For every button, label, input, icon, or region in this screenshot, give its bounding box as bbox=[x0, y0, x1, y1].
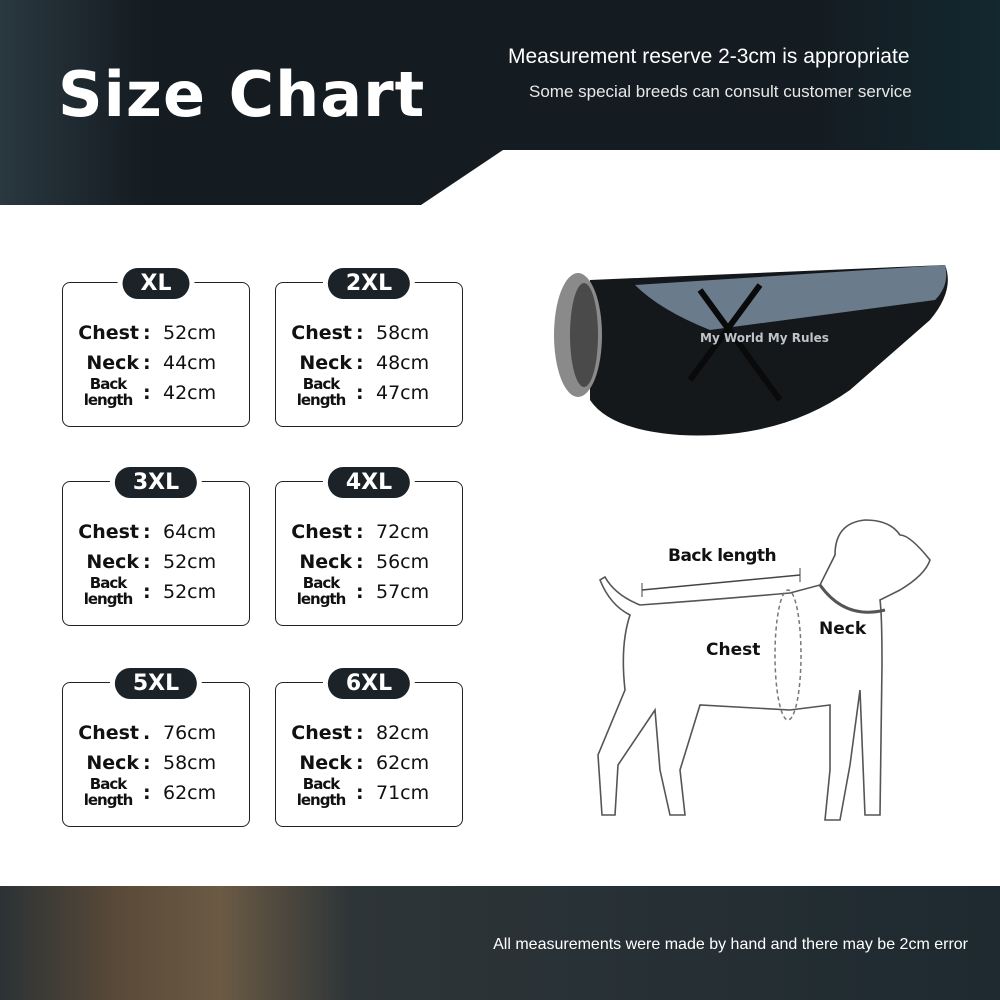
measurement-label: Back length bbox=[296, 574, 347, 608]
separator: : bbox=[143, 352, 151, 374]
jacket-print-text: My World My Rules bbox=[700, 331, 829, 345]
back-length-label: Back length bbox=[668, 546, 777, 566]
measurement-value: 52cm bbox=[163, 322, 217, 344]
measurement-label: Neck bbox=[86, 352, 139, 374]
measurement-label: Chest bbox=[78, 322, 139, 344]
measurement-row: Back length : 47cm bbox=[276, 376, 462, 409]
measurement-value: 48cm bbox=[376, 352, 430, 374]
chest-label: Chest bbox=[706, 640, 761, 660]
neck-label: Neck bbox=[819, 619, 867, 639]
measurement-row: Neck : 56cm bbox=[276, 550, 462, 578]
separator: : bbox=[356, 581, 364, 603]
measurement-row: Neck : 44cm bbox=[63, 351, 249, 379]
measurement-label: Chest bbox=[78, 521, 139, 543]
separator: : bbox=[356, 521, 364, 543]
measurement-value: 58cm bbox=[376, 322, 430, 344]
measurement-row: Neck : 62cm bbox=[276, 751, 462, 779]
measurement-value: 52cm bbox=[163, 551, 217, 573]
measurement-row: Back length : 52cm bbox=[63, 575, 249, 608]
dog-outline-diagram bbox=[597, 519, 931, 821]
separator: : bbox=[356, 722, 364, 744]
footer-note: All measurements were made by hand and t… bbox=[493, 936, 968, 953]
size-badge: 3XL bbox=[114, 467, 198, 498]
measurement-label: Back length bbox=[83, 775, 134, 809]
measurement-row: Chest : 52cm bbox=[63, 321, 249, 349]
measurement-label: Chest bbox=[291, 322, 352, 344]
size-badge: XL bbox=[122, 268, 190, 299]
separator: : bbox=[143, 752, 151, 774]
separator: : bbox=[143, 581, 151, 603]
measurement-label: Back length bbox=[296, 775, 347, 809]
measurement-value: 72cm bbox=[376, 521, 430, 543]
footer-banner: All measurements were made by hand and t… bbox=[0, 886, 1000, 1000]
separator: : bbox=[356, 782, 364, 804]
measurement-row: Chest : 64cm bbox=[63, 520, 249, 548]
separator: : bbox=[143, 521, 151, 543]
size-badge: 4XL bbox=[327, 467, 411, 498]
measurement-value: 71cm bbox=[376, 782, 430, 804]
size-badge: 6XL bbox=[327, 668, 411, 699]
measurement-row: Back length : 71cm bbox=[276, 776, 462, 809]
measurement-label: Chest bbox=[78, 722, 139, 744]
separator: : bbox=[143, 551, 151, 573]
separator: : bbox=[143, 382, 151, 404]
separator: : bbox=[356, 551, 364, 573]
measurement-value: 57cm bbox=[376, 581, 430, 603]
measurement-label: Chest bbox=[291, 521, 352, 543]
measurement-value: 82cm bbox=[376, 722, 430, 744]
measurement-value: 62cm bbox=[163, 782, 217, 804]
measurement-row: Chest : 82cm bbox=[276, 721, 462, 749]
measurement-label: Neck bbox=[299, 352, 352, 374]
separator: : bbox=[356, 752, 364, 774]
measurement-label: Neck bbox=[299, 551, 352, 573]
measurement-value: 76cm bbox=[163, 722, 217, 744]
measurement-label: Back length bbox=[296, 375, 347, 409]
measurement-value: 44cm bbox=[163, 352, 217, 374]
size-card-5xl: 5XL Chest . 76cm Neck : 58cm Back length… bbox=[62, 668, 250, 827]
measurement-row: Neck : 48cm bbox=[276, 351, 462, 379]
size-card-xl: XL Chest : 52cm Neck : 44cm Back length … bbox=[62, 268, 250, 427]
separator: : bbox=[143, 782, 151, 804]
measurement-row: Chest . 76cm bbox=[63, 721, 249, 749]
measurement-label: Chest bbox=[291, 722, 352, 744]
separator: : bbox=[143, 322, 151, 344]
measurement-value: 56cm bbox=[376, 551, 430, 573]
measurement-label: Back length bbox=[83, 375, 134, 409]
size-badge: 5XL bbox=[114, 668, 198, 699]
measurement-row: Back length : 62cm bbox=[63, 776, 249, 809]
measurement-value: 47cm bbox=[376, 382, 430, 404]
measurement-value: 42cm bbox=[163, 382, 217, 404]
measurement-row: Back length : 42cm bbox=[63, 376, 249, 409]
size-card-2xl: 2XL Chest : 58cm Neck : 48cm Back length… bbox=[275, 268, 463, 427]
measurement-label: Neck bbox=[86, 551, 139, 573]
measurement-value: 58cm bbox=[163, 752, 217, 774]
size-card-3xl: 3XL Chest : 64cm Neck : 52cm Back length… bbox=[62, 467, 250, 626]
subtitle-reserve: Measurement reserve 2-3cm is appropriate bbox=[508, 45, 910, 68]
measurement-label: Back length bbox=[83, 574, 134, 608]
separator: : bbox=[356, 352, 364, 374]
subtitle-breeds: Some special breeds can consult customer… bbox=[529, 82, 912, 101]
measurement-value: 64cm bbox=[163, 521, 217, 543]
measurement-row: Neck : 52cm bbox=[63, 550, 249, 578]
page-title: Size Chart bbox=[58, 58, 426, 131]
separator: : bbox=[356, 382, 364, 404]
size-card-6xl: 6XL Chest : 82cm Neck : 62cm Back length… bbox=[275, 668, 463, 827]
measurement-value: 52cm bbox=[163, 581, 217, 603]
size-badge: 2XL bbox=[327, 268, 411, 299]
measurement-label: Neck bbox=[86, 752, 139, 774]
measurement-row: Neck : 58cm bbox=[63, 751, 249, 779]
measurement-row: Back length : 57cm bbox=[276, 575, 462, 608]
measurement-value: 62cm bbox=[376, 752, 430, 774]
measurement-label: Neck bbox=[299, 752, 352, 774]
dog-jacket-image: My World My Rules bbox=[554, 265, 948, 436]
measurement-row: Chest : 58cm bbox=[276, 321, 462, 349]
separator: . bbox=[143, 722, 151, 744]
size-card-4xl: 4XL Chest : 72cm Neck : 56cm Back length… bbox=[275, 467, 463, 626]
separator: : bbox=[356, 322, 364, 344]
measurement-row: Chest : 72cm bbox=[276, 520, 462, 548]
